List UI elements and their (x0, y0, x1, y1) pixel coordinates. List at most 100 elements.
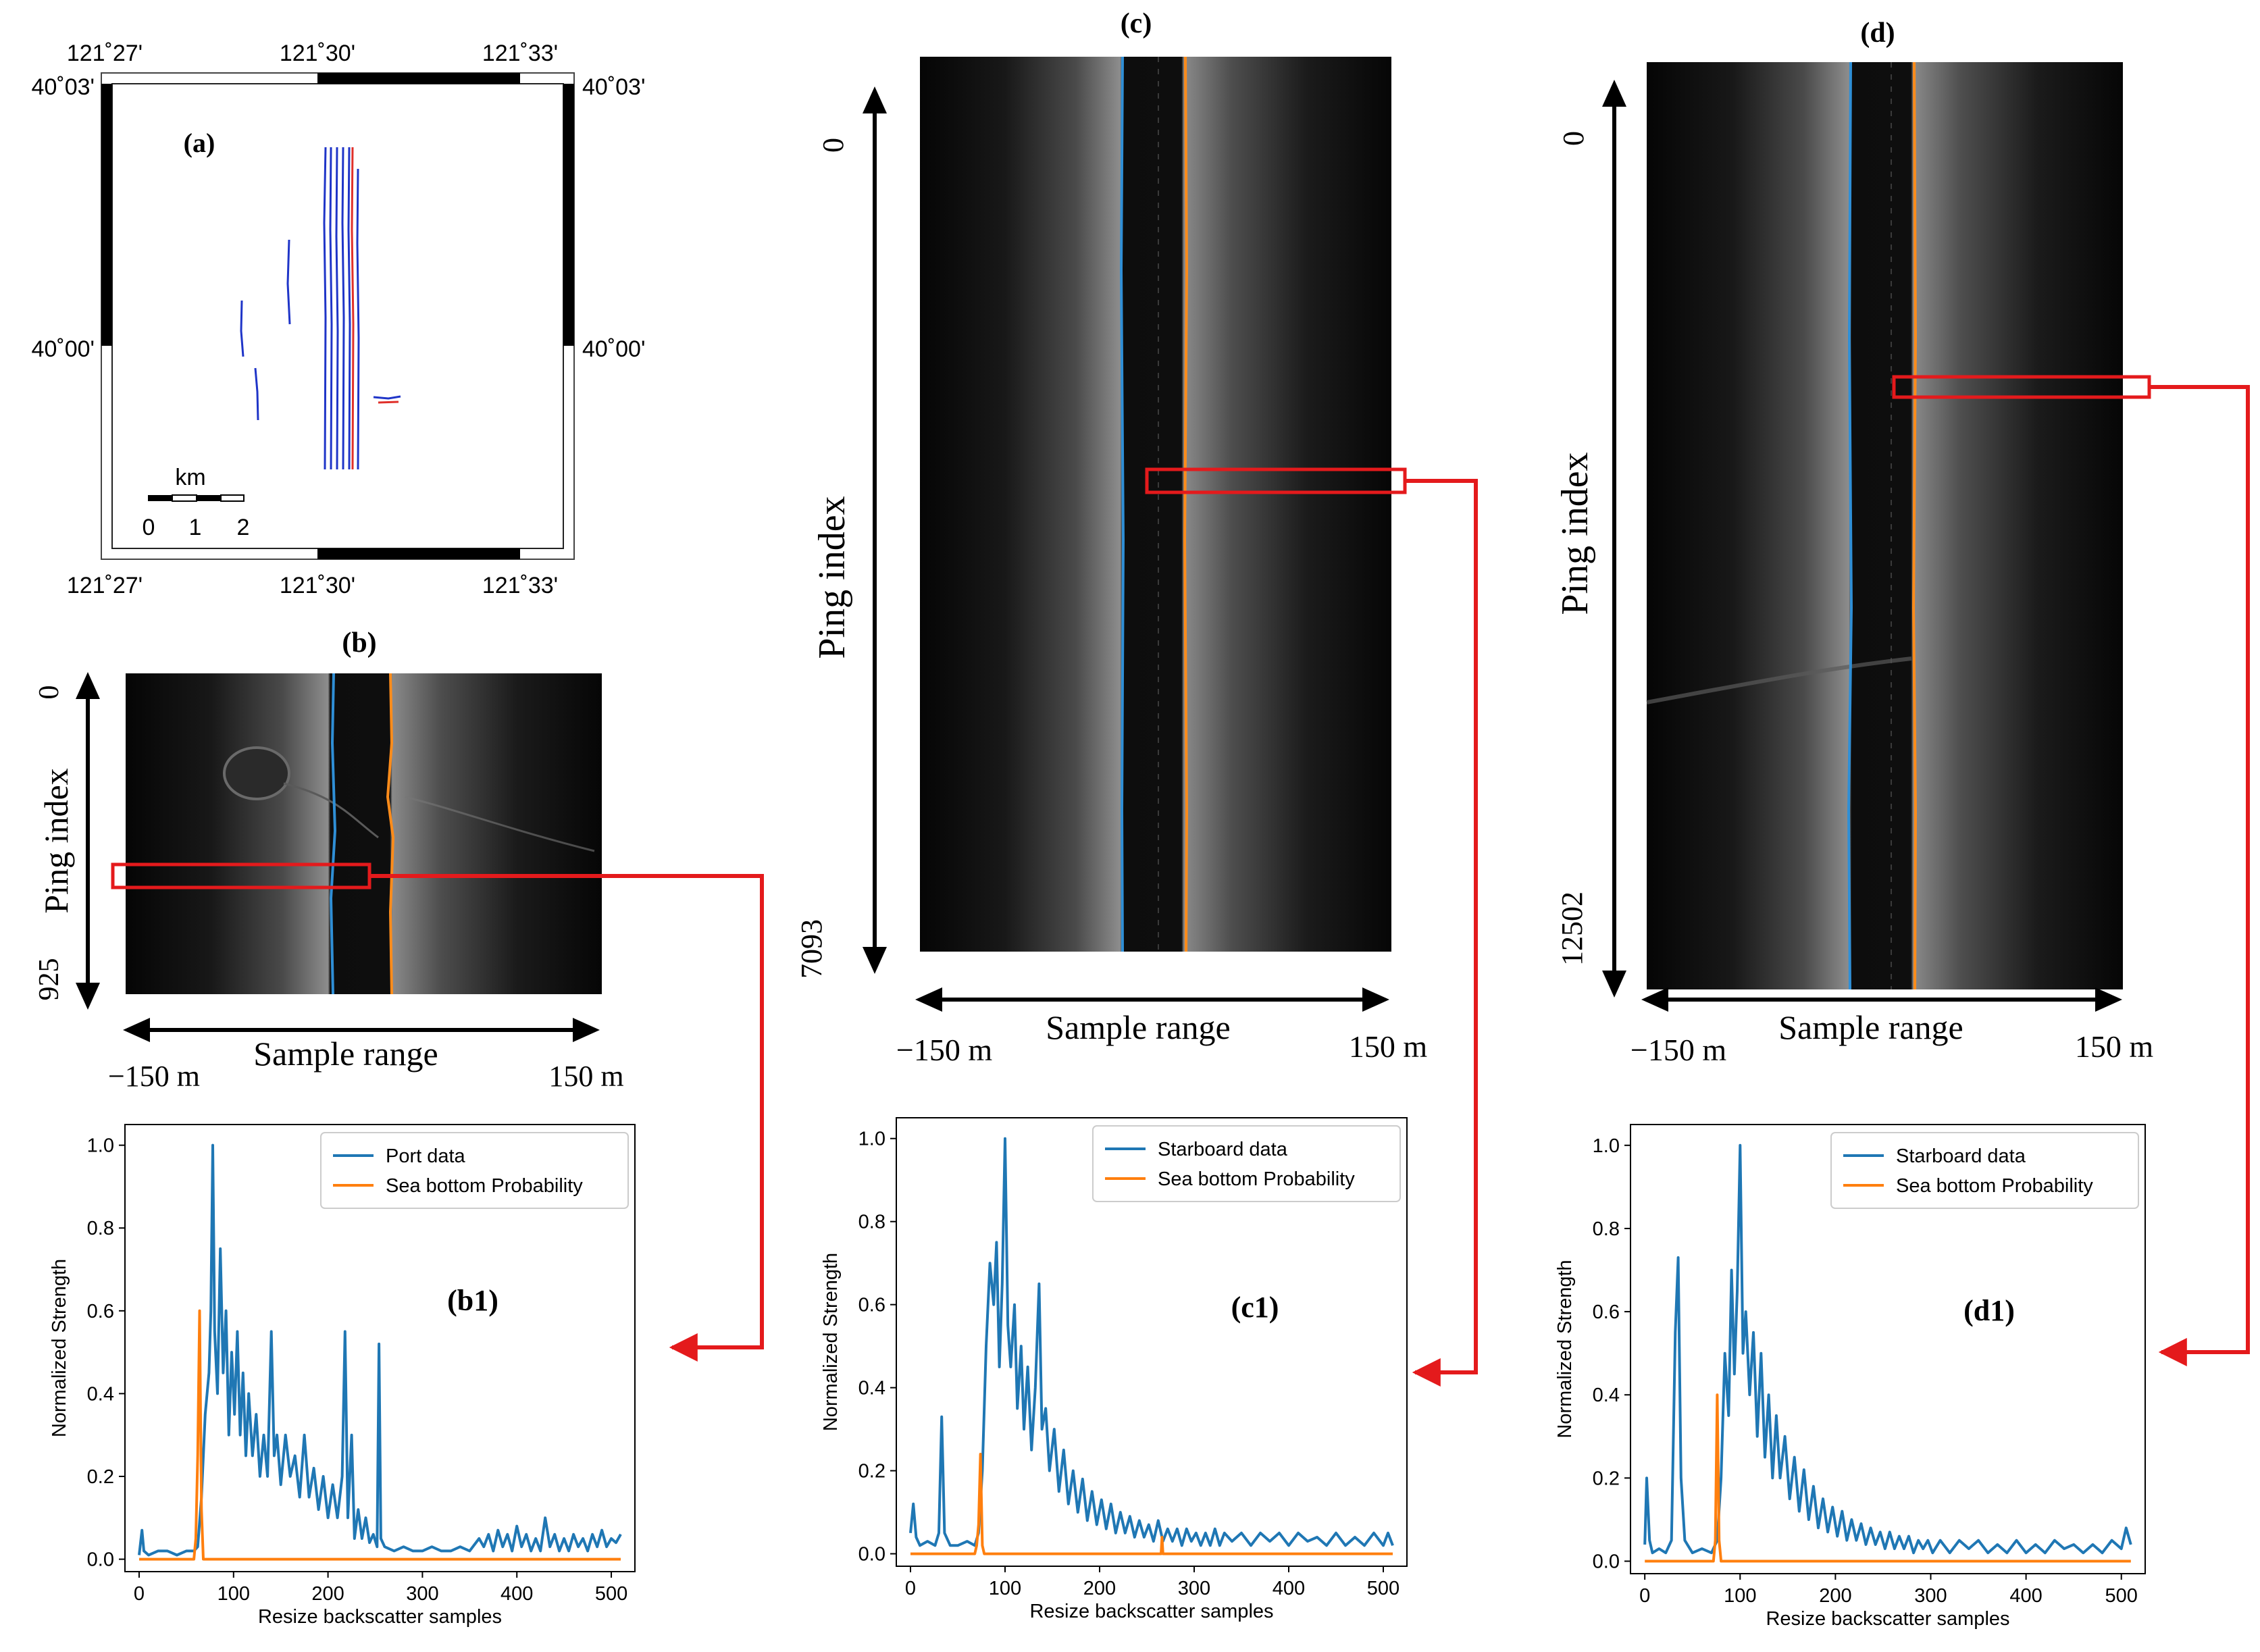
seabed-feature-streak (405, 796, 595, 852)
series-line (1645, 1393, 2131, 1563)
bottom-track-port-c (1119, 56, 1125, 952)
x-axis-label: Resize backscatter samples (258, 1606, 502, 1628)
x-axis-arrow-b (123, 1018, 600, 1042)
y-axis-arrow-d (1602, 80, 1626, 998)
x-tick-c: 150 m (1349, 1029, 1428, 1064)
scale-bar: km 0 1 2 (143, 465, 250, 540)
bottom-track-starboard-d (1911, 61, 1918, 990)
survey-track (286, 239, 291, 325)
y-tick-label: 0.6 (858, 1295, 885, 1316)
x-tick-label: 200 (1083, 1578, 1116, 1599)
y-tick-label: 0.2 (87, 1466, 114, 1488)
y-axis-label: Normalized Strength (1554, 1260, 1576, 1438)
x-tick-label: 500 (1367, 1578, 1399, 1599)
sonar-panel-d: (d) Ping index 0 12502 Sample range −150… (1554, 18, 2153, 1067)
y-tick-label: 0.8 (87, 1218, 114, 1239)
y-tick-b: 0 (34, 686, 65, 700)
y-tick-label: 0.6 (87, 1301, 114, 1322)
map-lat-tick-left: 40˚03' (32, 74, 95, 100)
x-axis-label: Resize backscatter samples (1029, 1601, 1273, 1622)
map-panel-a: (a) 121˚27' 121˚30' 121˚33' 121˚27' 121˚… (32, 41, 646, 598)
y-tick-label: 0.0 (1593, 1551, 1620, 1573)
seabed-feature-streak (1646, 656, 1912, 704)
x-tick-label: 300 (1914, 1585, 1947, 1607)
map-lon-tick-bottom: 121˚33' (482, 573, 558, 598)
y-axis-label: Normalized Strength (49, 1259, 70, 1437)
line-plot-d1: 0 100 200 300 400 500 0.0 0.2 0.4 0.6 0.8 1.0 Resize… (1554, 1124, 2146, 1630)
y-tick-label: 1.0 (858, 1129, 885, 1150)
survey-tracks (240, 147, 401, 470)
x-tick-d: −150 m (1630, 1033, 1726, 1067)
survey-track (373, 395, 401, 400)
xlabel-c: Sample range (1046, 1008, 1231, 1046)
sonar-panel-c: (c) Ping index 0 7093 Sample range −150 … (795, 8, 1427, 1067)
ylabel-c: Ping index (811, 496, 853, 659)
x-tick-label: 400 (2009, 1585, 2042, 1607)
map-bar-bottom (317, 548, 520, 559)
y-tick-label: 0.4 (858, 1378, 885, 1399)
ylabel-d: Ping index (1554, 452, 1596, 615)
y-tick-b: 925 (34, 958, 65, 1001)
legend-entry: Starboard data (1158, 1139, 1288, 1160)
y-tick-d: 12502 (1556, 892, 1589, 966)
panel-label-c: (c) (1121, 8, 1152, 39)
y-tick-c: 0 (817, 138, 850, 153)
x-tick-label: 200 (1819, 1585, 1851, 1607)
scale-bar-tick: 2 (237, 515, 250, 540)
legend-entry: Sea bottom Probability (1158, 1168, 1355, 1190)
series-line (910, 1453, 1393, 1555)
map-lat-tick-right: 40˚03' (582, 74, 645, 100)
map-bar-left (101, 84, 112, 346)
map-bar-top (317, 73, 520, 84)
connector-arrow-b (369, 874, 764, 1362)
plot-panel-label: (c1) (1231, 1291, 1279, 1324)
x-axis-arrow-d (1641, 987, 2122, 1012)
survey-track (323, 147, 327, 470)
legend-entry: Sea bottom Probability (386, 1175, 583, 1197)
map-lon-tick-top: 121˚27' (67, 41, 143, 66)
y-tick-label: 0.4 (87, 1383, 114, 1405)
x-axis-label: Resize backscatter samples (1766, 1608, 2009, 1630)
scale-bar-unit: km (175, 465, 205, 490)
survey-track-selected (378, 401, 399, 404)
bottom-track-starboard-b (386, 673, 395, 995)
x-tick-label: 0 (1639, 1585, 1650, 1607)
series-line (909, 1137, 1394, 1547)
bottom-track-port-b (329, 673, 337, 995)
legend-entry: Starboard data (1896, 1145, 2026, 1167)
plot-panel-label: (d1) (1963, 1294, 2015, 1327)
survey-track-selected (351, 147, 355, 470)
x-tick-label: 0 (905, 1578, 916, 1599)
legend-box (1092, 1125, 1401, 1202)
map-lat-tick-left: 40˚00' (32, 336, 95, 362)
line-plot-c1: 0 100 200 300 400 500 0.0 0.2 0.4 0.6 0.8 1.0 Resize… (820, 1117, 1408, 1622)
map-lon-tick-bottom: 121˚27' (67, 573, 143, 598)
x-tick-label: 300 (1178, 1578, 1210, 1599)
y-tick-label: 1.0 (1593, 1135, 1620, 1157)
map-lon-tick-bottom: 121˚30' (280, 573, 355, 598)
legend-box (1830, 1132, 2139, 1209)
legend-box (320, 1132, 629, 1209)
y-tick-label: 0.8 (1593, 1218, 1620, 1240)
legend-entry: Sea bottom Probability (1896, 1175, 2093, 1197)
xlabel-b: Sample range (253, 1035, 438, 1073)
map-bar-right (563, 84, 574, 346)
x-tick-label: 100 (1724, 1585, 1756, 1607)
plot-panel-label: (b1) (447, 1284, 498, 1317)
y-tick-label: 0.2 (1593, 1468, 1620, 1489)
survey-track (329, 147, 333, 470)
x-tick-b: −150 m (108, 1060, 200, 1093)
survey-track (335, 147, 339, 470)
y-tick-label: 0.8 (858, 1212, 885, 1233)
x-tick-b: 150 m (548, 1060, 623, 1093)
y-tick-label: 0.0 (858, 1544, 885, 1566)
survey-track (341, 147, 345, 470)
x-tick-label: 200 (311, 1583, 344, 1605)
x-tick-label: 0 (134, 1583, 145, 1605)
seabed-feature-streak (283, 782, 379, 839)
x-tick-label: 300 (406, 1583, 438, 1605)
map-lat-tick-right: 40˚00' (582, 336, 645, 362)
bottom-track-port-d (1847, 61, 1853, 990)
map-lon-tick-top: 121˚30' (280, 41, 355, 66)
